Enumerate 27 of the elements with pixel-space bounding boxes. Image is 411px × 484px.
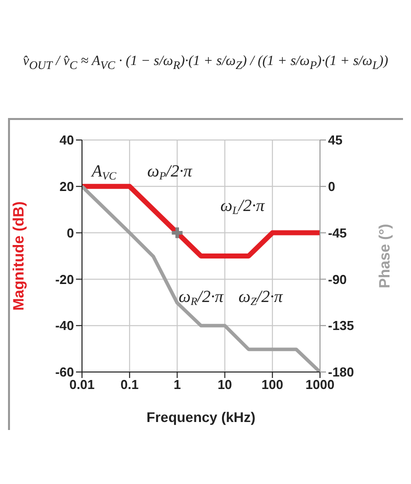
y-tick-label: 0 <box>66 225 74 240</box>
y-tick-label: -20 <box>55 272 74 287</box>
annotation: A$_{VC}$ <box>90 161 117 183</box>
x-tick-label: 100 <box>262 377 284 392</box>
x-axis-title: Frequency (kHz) <box>146 409 256 425</box>
y2-tick-label: 45 <box>328 132 342 148</box>
y-tick-label: -60 <box>55 364 74 380</box>
y-tick-label: 20 <box>60 179 74 194</box>
y-axis-title: Magnitude (dB) <box>10 201 28 311</box>
x-tick-label: 0.1 <box>120 377 139 392</box>
y2-tick-label: 0 <box>328 179 336 194</box>
x-tick-label: 0.01 <box>69 377 95 392</box>
y2-tick-label: -45 <box>328 225 347 240</box>
annotation: ω$_{L}$/2·π <box>220 196 265 218</box>
y-tick-label: -40 <box>55 318 74 334</box>
annotation: ω$_{R}$/2·π <box>178 287 224 308</box>
y2-tick-label: -90 <box>328 272 347 287</box>
annotation: ω$_{P}$/2·π <box>147 161 192 183</box>
annotation: ω$_{Z}$/2·π <box>238 287 284 308</box>
y2-tick-label: -180 <box>328 364 354 380</box>
y-tick-label: 40 <box>60 132 74 148</box>
y2-tick-label: -135 <box>328 318 354 334</box>
x-tick-label: 1 <box>174 377 181 392</box>
y2-axis-title: Phase (°) <box>376 224 394 288</box>
x-tick-label: 1000 <box>306 377 334 392</box>
text: v̂$_{OUT}$ / v̂$_{C}$ ≈ A$_{VC}$ · (1 − s/ω$_{R}$)·(1 + s/ω$_{Z}$) / ((1 + s/ω$_{P}$)·(1 + s/ω$_{L}$)) <box>22 54 388 72</box>
x-tick-label: 10 <box>218 377 232 392</box>
